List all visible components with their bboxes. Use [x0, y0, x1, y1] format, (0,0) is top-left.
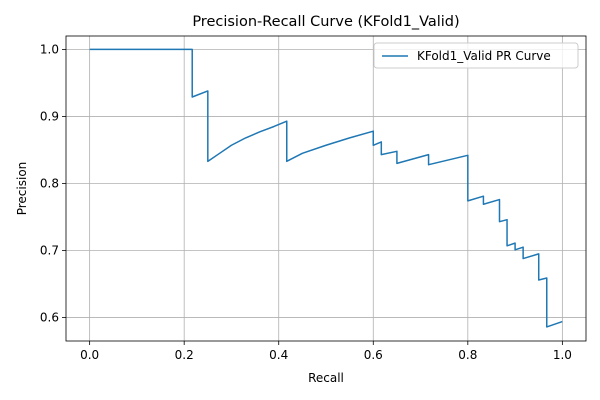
y-tick-label: 0.9	[40, 109, 59, 123]
x-axis-ticks: 0.0 0.2 0.4 0.6 0.8 1.0	[80, 341, 572, 362]
series-lines	[89, 48, 563, 328]
legend: KFold1_Valid PR Curve	[373, 42, 579, 69]
x-tick-label: 0.4	[269, 348, 288, 362]
legend-box	[373, 42, 579, 69]
pr-curve-line	[89, 48, 563, 328]
y-axis-label: Precision	[15, 162, 29, 216]
x-tick-label: 0.2	[175, 348, 194, 362]
y-tick-label: 0.7	[40, 244, 59, 258]
legend-label: KFold1_Valid PR Curve	[417, 49, 551, 63]
x-axis-label: Recall	[308, 371, 344, 385]
x-tick-label: 0.8	[458, 348, 477, 362]
chart-title: Precision-Recall Curve (KFold1_Valid)	[192, 14, 459, 30]
y-tick-label: 1.0	[40, 42, 59, 56]
plot-area-frame	[65, 35, 587, 342]
x-tick-label: 1.0	[553, 348, 572, 362]
y-tick-label: 0.8	[40, 176, 59, 190]
y-axis-ticks: 0.6 0.7 0.8 0.9 1.0	[40, 42, 66, 325]
y-tick-label: 0.6	[40, 311, 59, 325]
grid-lines	[66, 36, 586, 341]
x-tick-label: 0.0	[80, 348, 99, 362]
x-tick-label: 0.6	[364, 348, 383, 362]
